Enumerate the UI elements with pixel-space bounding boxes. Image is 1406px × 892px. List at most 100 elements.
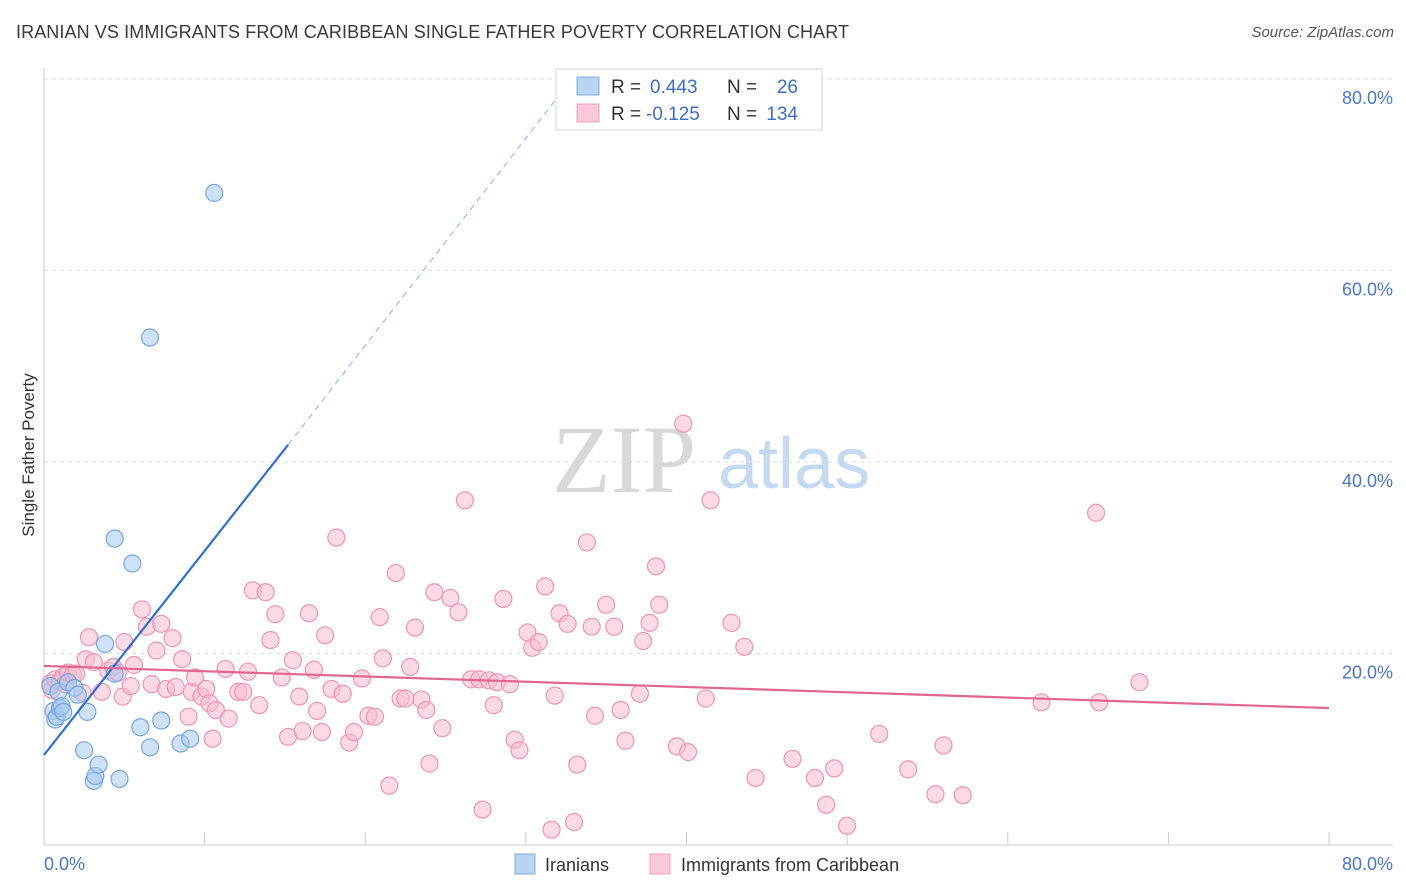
legend-n-value-caribbean: 134 — [766, 104, 798, 125]
x-axis-ticks — [204, 832, 1330, 845]
caribbean-point-60 — [333, 684, 352, 703]
caribbean-trend-line — [43, 664, 1330, 710]
caribbean-point-21 — [132, 600, 152, 619]
series-legend: Iranians Immigrants from Caribbean — [514, 853, 899, 875]
legend-n-label-caribbean: N = — [727, 104, 757, 125]
iranian-point-25 — [181, 729, 200, 748]
caribbean-point-13 — [92, 682, 111, 701]
legend-r-label-iranians: R = — [611, 77, 641, 98]
caribbean-point-91 — [510, 741, 529, 760]
caribbean-point-131 — [953, 786, 972, 805]
iranians-trend-line — [43, 444, 290, 756]
caribbean-point-51 — [290, 687, 309, 706]
caribbean-point-78 — [433, 719, 452, 738]
caribbean-point-57 — [315, 626, 335, 645]
source-label: Source: ZipAtlas.com — [1251, 24, 1394, 41]
caribbean-point-101 — [568, 755, 587, 774]
caribbean-point-118 — [701, 491, 720, 510]
iranian-point-16 — [95, 634, 115, 654]
caribbean-point-53 — [299, 604, 319, 623]
y-tick-label-40: 40.0% — [1342, 471, 1393, 491]
caribbean-point-116 — [679, 743, 698, 762]
bottom-legend-label-iranians: Iranians — [545, 855, 609, 875]
caribbean-point-73 — [405, 618, 425, 637]
caribbean-point-111 — [640, 613, 659, 632]
caribbean-point-117 — [696, 689, 715, 708]
caribbean-point-99 — [558, 614, 577, 633]
bottom-legend-label-caribbean: Immigrants from Caribbean — [681, 855, 899, 875]
caribbean-point-102 — [577, 533, 597, 552]
caribbean-point-88 — [494, 589, 513, 609]
caribbean-point-86 — [484, 696, 503, 715]
caribbean-point-11 — [79, 628, 99, 647]
caribbean-point-84 — [473, 800, 492, 819]
caribbean-point-126 — [838, 816, 857, 835]
iranian-point-19 — [110, 769, 129, 789]
caribbean-point-68 — [380, 776, 399, 795]
caribbean-point-94 — [529, 632, 548, 652]
iranian-point-21 — [131, 718, 150, 737]
caribbean-point-50 — [283, 651, 303, 670]
legend-swatch-iranians — [576, 76, 600, 96]
iranian-point-27 — [140, 328, 160, 347]
iranian-point-17 — [105, 529, 124, 548]
caribbean-point-77 — [425, 583, 444, 602]
caribbean-point-134 — [1090, 693, 1109, 712]
caribbean-point-71 — [396, 689, 415, 708]
bottom-legend-swatch-caribbean — [649, 853, 671, 875]
caribbean-point-46 — [261, 630, 280, 650]
caribbean-point-32 — [185, 668, 205, 687]
caribbean-point-100 — [564, 812, 584, 832]
caribbean-point-120 — [735, 637, 754, 656]
caribbean-point-30 — [179, 707, 198, 726]
caribbean-point-103 — [582, 617, 601, 636]
caribbean-point-67 — [373, 649, 393, 668]
y-tick-labels: 20.0% 40.0% 60.0% 80.0% — [1342, 88, 1393, 683]
caribbean-point-41 — [234, 682, 253, 701]
correlation-legend: R = 0.443 N = 26 R = -0.125 N = 134 — [555, 68, 823, 131]
y-tick-label-80: 80.0% — [1342, 88, 1393, 108]
caribbean-point-18 — [115, 632, 134, 652]
caribbean-point-44 — [250, 696, 269, 715]
caribbean-point-39 — [219, 709, 238, 728]
caribbean-point-119 — [722, 613, 741, 632]
caribbean-point-45 — [256, 583, 275, 602]
iranian-point-15 — [89, 755, 108, 774]
caribbean-point-104 — [585, 706, 605, 725]
caribbean-point-56 — [312, 722, 331, 742]
caribbean-point-107 — [611, 700, 630, 720]
iranian-point-23 — [152, 711, 171, 730]
caribbean-point-109 — [630, 684, 650, 703]
iranian-point-20 — [123, 554, 142, 573]
caribbean-point-80 — [449, 603, 468, 622]
caribbean-point-112 — [646, 557, 666, 576]
caribbean-point-135 — [1130, 673, 1149, 692]
caribbean-point-97 — [545, 686, 564, 705]
caribbean-point-121 — [746, 768, 765, 788]
x-tick-label-80: 80.0% — [1342, 854, 1393, 874]
legend-n-value-iranians: 26 — [777, 77, 798, 98]
caribbean-point-69 — [386, 563, 405, 583]
caribbean-point-110 — [634, 631, 653, 651]
caribbean-point-81 — [455, 491, 474, 510]
iranians-trend-extension — [287, 90, 564, 446]
caribbean-point-113 — [650, 595, 669, 614]
caribbean-point-124 — [817, 795, 836, 814]
caribbean-point-59 — [327, 528, 346, 547]
legend-r-value-caribbean: -0.125 — [646, 104, 700, 125]
caribbean-point-29 — [173, 650, 192, 669]
caribbean-point-24 — [147, 641, 166, 660]
caribbean-point-75 — [417, 700, 436, 720]
caribbean-point-76 — [420, 754, 439, 773]
caribbean-point-20 — [124, 655, 144, 675]
caribbean-point-38 — [216, 659, 235, 678]
legend-r-label-caribbean: R = — [611, 104, 641, 125]
caribbean-point-130 — [934, 736, 953, 755]
legend-r-value-iranians: 0.443 — [650, 77, 698, 98]
caribbean-point-52 — [293, 721, 312, 741]
caribbean-point-63 — [352, 669, 372, 688]
chart-title: IRANIAN VS IMMIGRANTS FROM CARIBBEAN SIN… — [16, 22, 850, 42]
caribbean-point-28 — [166, 677, 185, 697]
iranians-points — [41, 183, 224, 790]
caribbean-point-95 — [536, 577, 555, 596]
